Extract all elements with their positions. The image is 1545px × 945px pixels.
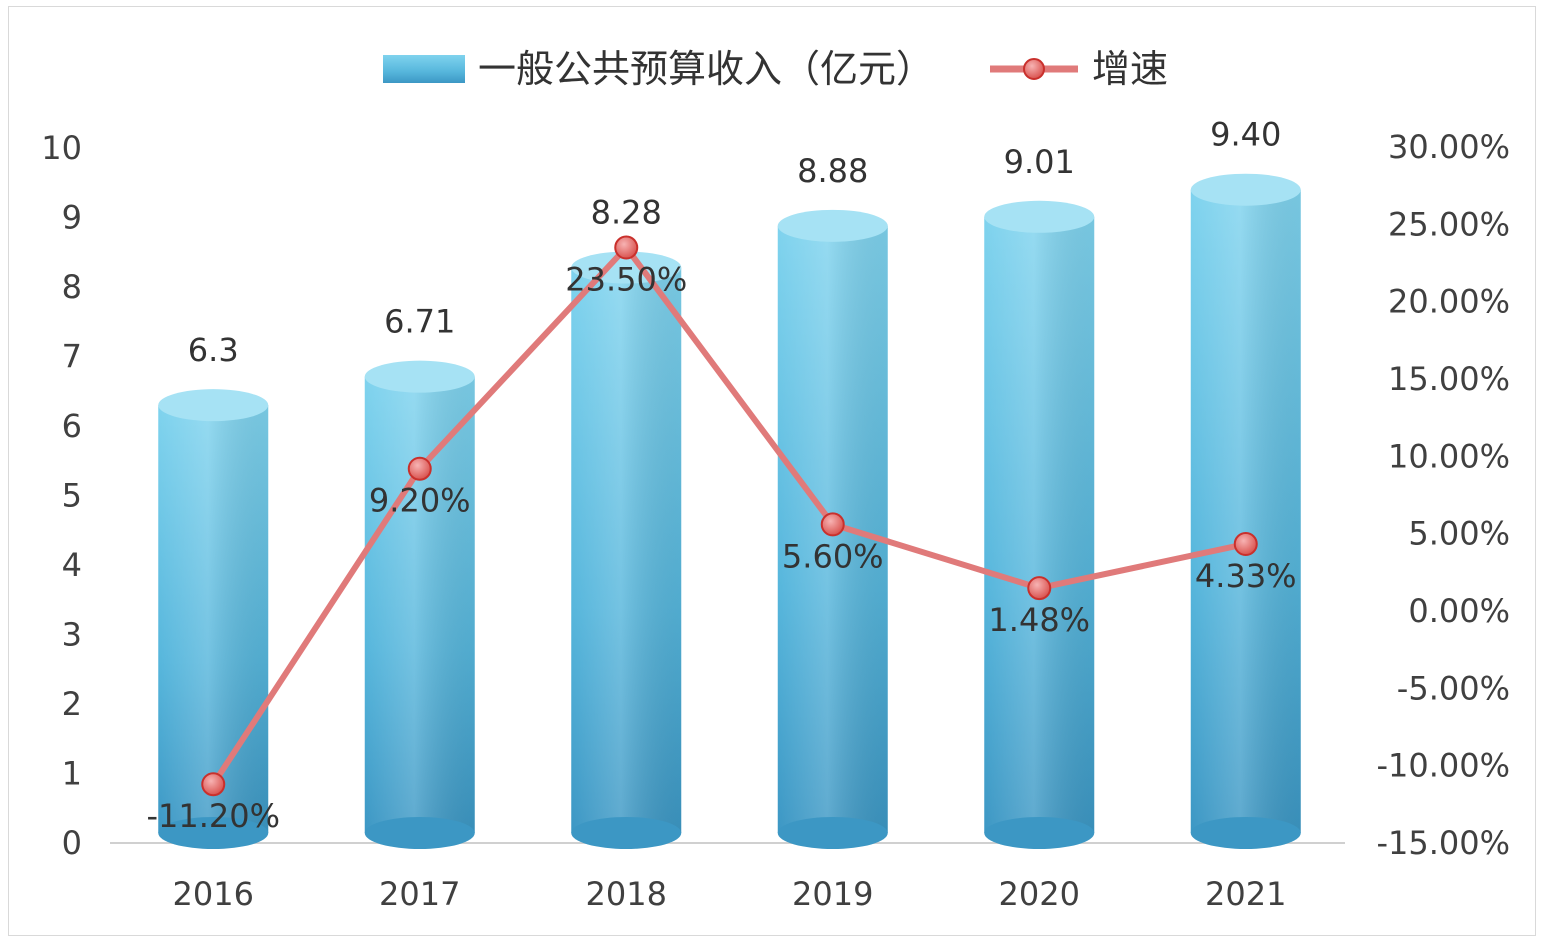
growth-point — [1233, 532, 1258, 557]
growth-value-label: 4.33% — [1195, 557, 1297, 595]
right-tick-label: 5.00% — [1408, 515, 1510, 553]
legend-bar-label: 一般公共预算收入（亿元） — [478, 47, 934, 91]
bar — [571, 251, 682, 849]
bar-shade — [571, 267, 682, 833]
legend: 一般公共预算收入（亿元） 增速 — [383, 47, 1168, 91]
bar — [1190, 173, 1301, 849]
growth-point — [201, 772, 226, 797]
bar — [158, 389, 269, 849]
left-tick-label: 4 — [62, 546, 82, 584]
right-tick-label: 20.00% — [1388, 283, 1510, 321]
growth-point — [1027, 576, 1052, 601]
growth-point — [820, 512, 845, 537]
growth-point — [407, 456, 432, 481]
bar-top — [984, 200, 1095, 233]
right-tick-label: 30.00% — [1388, 128, 1510, 166]
left-axis: 0 1 2 3 4 5 6 7 8 9 10 — [41, 129, 82, 862]
growth-line — [210, 244, 1247, 786]
right-tick-label: 15.00% — [1388, 360, 1510, 398]
bar-base — [158, 817, 269, 849]
bar — [364, 360, 475, 849]
bar-value-label: 6.3 — [188, 331, 239, 369]
bar-value-label: 9.40 — [1210, 116, 1281, 154]
right-tick-label: -5.00% — [1397, 669, 1510, 707]
left-tick-label: 6 — [62, 407, 82, 445]
growth-point — [614, 235, 639, 260]
right-axis: -15.00% -10.00% -5.00% 0.00% 5.00% 10.00% 15.0… — [1376, 128, 1510, 862]
x-tick-label: 2017 — [379, 875, 460, 913]
bar-series — [158, 173, 1301, 849]
x-tick-label: 2021 — [1205, 875, 1286, 913]
bar-shade — [158, 405, 269, 833]
bar-shade — [984, 216, 1095, 833]
bar-value-label: 9.01 — [1004, 143, 1075, 181]
bar-top — [158, 389, 269, 422]
left-tick-label: 1 — [62, 755, 82, 793]
bar-shade — [364, 376, 475, 833]
right-tick-label: -15.00% — [1376, 824, 1510, 862]
bar — [984, 200, 1095, 849]
bar-labels: 6.3 6.71 8.28 8.88 9.01 9.40 — [188, 116, 1282, 369]
left-tick-label: 0 — [62, 824, 82, 862]
left-tick-label: 5 — [62, 477, 82, 515]
bar-base — [571, 817, 682, 849]
bar-top — [364, 360, 475, 393]
growth-value-label: 23.50% — [565, 261, 687, 299]
legend-line-label: 增速 — [1092, 47, 1168, 91]
bar-value-label: 8.88 — [797, 152, 868, 190]
left-tick-label: 2 — [62, 685, 82, 723]
right-tick-label: 0.00% — [1408, 592, 1510, 630]
line-series — [201, 235, 1258, 797]
x-tick-label: 2018 — [586, 875, 667, 913]
bar-base — [364, 817, 475, 849]
bar-top — [1190, 173, 1301, 206]
legend-line-marker — [1023, 58, 1045, 80]
x-tick-label: 2019 — [792, 875, 873, 913]
growth-value-label: 9.20% — [369, 482, 471, 520]
bar-shade — [1190, 189, 1301, 833]
line-labels: -11.20% 9.20% 23.50% 5.60% 1.48% 4.33% — [146, 261, 1296, 836]
left-tick-label: 10 — [41, 129, 82, 167]
bar-base — [984, 817, 1095, 849]
x-axis: 2016 2017 2018 2019 2020 2021 — [173, 875, 1287, 913]
left-tick-label: 3 — [62, 616, 82, 654]
left-tick-label: 7 — [62, 338, 82, 376]
bar-base — [777, 817, 888, 849]
right-tick-label: -10.00% — [1376, 747, 1510, 785]
right-tick-label: 25.00% — [1388, 205, 1510, 243]
growth-value-label: 5.60% — [782, 537, 884, 575]
x-tick-label: 2016 — [173, 875, 254, 913]
bar-value-label: 8.28 — [591, 194, 662, 232]
bar-value-label: 6.71 — [384, 303, 455, 341]
left-tick-label: 9 — [62, 199, 82, 237]
x-tick-label: 2020 — [999, 875, 1080, 913]
right-tick-label: 10.00% — [1388, 437, 1510, 475]
growth-value-label: 1.48% — [988, 601, 1090, 639]
bar-base — [1190, 817, 1301, 849]
growth-value-label: -11.20% — [146, 797, 280, 835]
bar-top — [777, 209, 888, 242]
legend-bar-swatch — [383, 55, 465, 83]
left-tick-label: 8 — [62, 268, 82, 306]
